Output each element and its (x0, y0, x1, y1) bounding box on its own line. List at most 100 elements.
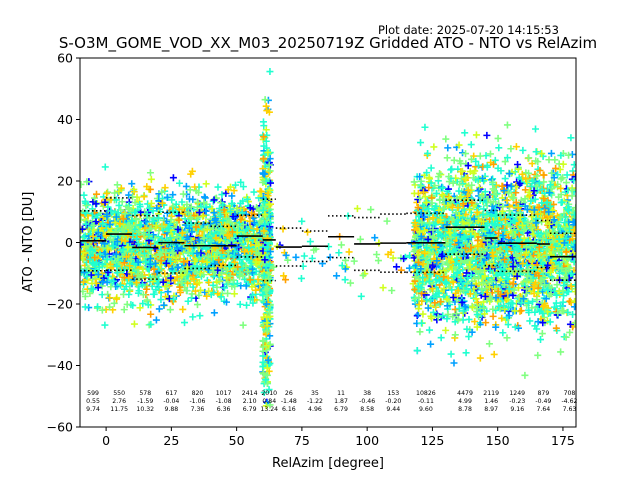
scatter-marker (103, 210, 111, 218)
scatter-marker (559, 174, 567, 182)
scatter-marker (94, 284, 102, 292)
scatter-marker (455, 181, 463, 189)
scatter-marker (442, 279, 450, 287)
scatter-marker (191, 183, 199, 191)
scatter-marker (429, 234, 437, 242)
scatter-marker (177, 286, 185, 294)
scatter-marker (435, 289, 443, 297)
scatter-marker (262, 376, 270, 384)
scatter-marker (512, 143, 520, 151)
scatter-marker (121, 237, 129, 245)
scatter-marker (541, 281, 549, 289)
scatter-marker (437, 334, 445, 342)
scatter-marker (458, 167, 466, 175)
scatter-marker (568, 186, 576, 194)
scatter-marker (210, 209, 218, 217)
scatter-marker (480, 304, 488, 312)
scatter-marker (208, 205, 216, 213)
scatter-marker (216, 212, 224, 220)
scatter-marker (468, 181, 476, 189)
scatter-marker (191, 257, 199, 265)
scatter-marker (199, 212, 207, 220)
scatter-marker (346, 279, 354, 287)
scatter-marker (212, 234, 220, 242)
scatter-marker (441, 217, 449, 225)
chart-title: S-O3M_GOME_VOD_XX_M03_20250719Z Gridded … (58, 34, 598, 52)
scatter-marker (533, 325, 541, 333)
scatter-marker (499, 231, 507, 239)
scatter-marker (427, 312, 435, 320)
scatter-marker (282, 251, 290, 259)
scatter-marker (184, 218, 192, 226)
scatter-marker (478, 192, 486, 200)
scatter-marker (538, 330, 546, 338)
scatter-marker (265, 161, 273, 169)
scatter-marker (126, 280, 134, 288)
scatter-marker (237, 199, 245, 207)
scatter-marker (103, 255, 111, 263)
scatter-marker (81, 197, 89, 205)
scatter-marker (98, 306, 106, 314)
scatter-marker (504, 256, 512, 264)
scatter-marker (189, 283, 197, 291)
scatter-marker (181, 276, 189, 284)
scatter-marker (463, 279, 471, 287)
scatter-marker (264, 192, 272, 200)
scatter-marker (266, 167, 274, 175)
scatter-marker (96, 250, 104, 258)
scatter-marker (263, 300, 271, 308)
scatter-marker (466, 206, 474, 214)
scatter-marker (469, 249, 477, 257)
scatter-marker (86, 246, 94, 254)
scatter-marker (84, 264, 92, 272)
scatter-marker (259, 297, 267, 305)
scatter-marker (201, 194, 209, 202)
scatter-marker (552, 291, 560, 299)
scatter-marker (210, 288, 218, 296)
scatter-marker (449, 179, 457, 187)
scatter-marker (226, 183, 234, 191)
scatter-marker (563, 171, 571, 179)
scatter-marker (553, 281, 561, 289)
scatter-marker (178, 229, 186, 237)
scatter-marker (503, 121, 511, 129)
scatter-marker (255, 242, 263, 250)
scatter-marker (228, 200, 236, 208)
scatter-marker (213, 283, 221, 291)
scatter-marker (183, 257, 191, 265)
scatter-marker (424, 149, 432, 157)
scatter-marker (262, 137, 270, 145)
scatter-marker (550, 216, 558, 224)
scatter-marker (427, 179, 435, 187)
scatter-marker (80, 215, 85, 223)
scatter-marker (468, 227, 476, 235)
scatter-marker (110, 277, 118, 285)
scatter-marker (92, 200, 100, 208)
scatter-marker (521, 195, 529, 203)
scatter-marker (502, 280, 510, 288)
scatter-marker (239, 183, 247, 191)
scatter-marker (547, 149, 555, 157)
scatter-marker (266, 401, 274, 409)
scatter-marker (516, 213, 524, 221)
scatter-marker (218, 247, 226, 255)
scatter-marker (388, 286, 396, 294)
scatter-marker (338, 262, 346, 270)
scatter-marker (124, 263, 132, 271)
scatter-marker (416, 173, 424, 181)
scatter-marker (443, 315, 451, 323)
scatter-marker (356, 235, 364, 243)
scatter-marker (457, 276, 465, 284)
scatter-marker (353, 205, 361, 213)
scatter-marker (159, 278, 167, 286)
scatter-marker (532, 148, 540, 156)
scatter-marker (94, 229, 102, 237)
scatter-marker (87, 285, 95, 293)
scatter-marker (266, 186, 274, 194)
scatter-marker (440, 285, 448, 293)
scatter-marker (80, 287, 87, 295)
scatter-marker (126, 224, 134, 232)
scatter-marker (466, 290, 474, 298)
scatter-marker (424, 304, 432, 312)
scatter-marker (529, 297, 537, 305)
